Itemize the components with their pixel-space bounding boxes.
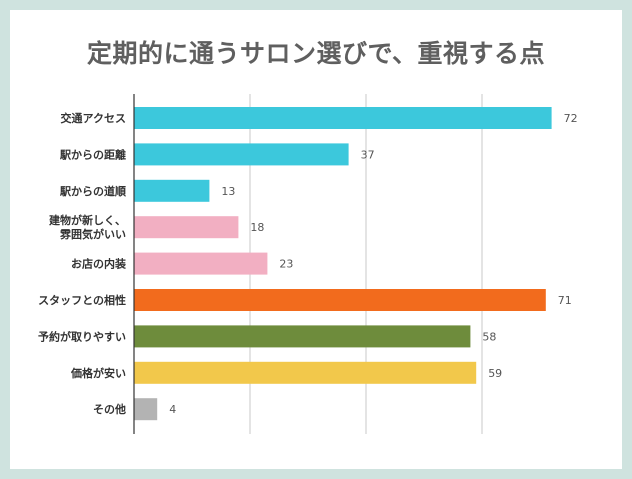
category-label-8: その他 (93, 402, 126, 416)
bar-4 (134, 252, 268, 275)
category-label-5: スタッフとの相性 (38, 293, 126, 307)
chart-frame: 定期的に通うサロン選びで、重視する点 72 交通アクセス 37 駅からの距離 13 駅から… (10, 10, 622, 469)
category-label-7: 価格が安い (70, 366, 126, 380)
value-label-0: 72 (564, 112, 578, 125)
category-label-1: 駅からの距離 (59, 147, 126, 161)
bar-1 (134, 143, 349, 166)
bar-7 (134, 361, 477, 384)
bar-8 (134, 398, 158, 421)
category-label-2: 駅からの道順 (59, 184, 127, 198)
bar-6 (134, 325, 471, 348)
value-label-4: 23 (279, 258, 293, 271)
value-label-7: 59 (488, 367, 502, 380)
value-label-1: 37 (361, 148, 375, 161)
value-label-5: 71 (558, 294, 572, 307)
value-label-3: 18 (250, 221, 264, 234)
category-label-3: 建物が新しく、雰囲気がいい (49, 213, 126, 241)
category-label-6: 予約が取りやすい (38, 329, 126, 343)
chart-title: 定期的に通うサロン選びで、重視する点 (86, 39, 545, 68)
value-label-8: 4 (169, 403, 176, 416)
category-label-4: お店の内装 (71, 257, 126, 271)
category-label-0: 交通アクセス (61, 111, 126, 125)
bar-5 (134, 289, 546, 311)
value-label-6: 58 (482, 330, 496, 343)
bar-0 (134, 107, 552, 129)
bar-chart: 72 交通アクセス 37 駅からの距離 13 駅からの道順 18 建物が新しく、雰囲気がいい 2… (38, 94, 578, 434)
value-label-2: 13 (221, 185, 235, 198)
bar-2 (134, 179, 210, 202)
bar-3 (134, 216, 239, 239)
